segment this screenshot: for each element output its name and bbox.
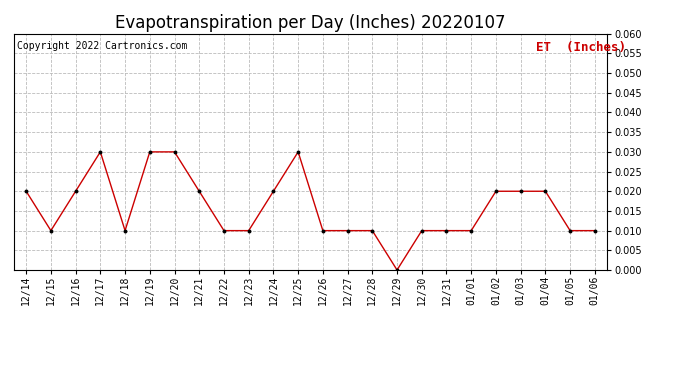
Point [169, 149, 180, 155]
Point [367, 228, 378, 234]
Point [589, 228, 600, 234]
Point [515, 188, 526, 194]
Point [491, 188, 502, 194]
Point [144, 149, 155, 155]
Point [95, 149, 106, 155]
Point [317, 228, 328, 234]
Point [416, 228, 427, 234]
Point [391, 267, 402, 273]
Point [70, 188, 81, 194]
Point [46, 228, 57, 234]
Text: Copyright 2022 Cartronics.com: Copyright 2022 Cartronics.com [17, 41, 187, 51]
Point [466, 228, 477, 234]
Point [21, 188, 32, 194]
Point [441, 228, 452, 234]
Text: ET  (Inches): ET (Inches) [536, 41, 626, 54]
Point [194, 188, 205, 194]
Point [268, 188, 279, 194]
Point [564, 228, 575, 234]
Point [342, 228, 353, 234]
Point [119, 228, 130, 234]
Point [293, 149, 304, 155]
Point [540, 188, 551, 194]
Point [243, 228, 254, 234]
Point [219, 228, 230, 234]
Title: Evapotranspiration per Day (Inches) 20220107: Evapotranspiration per Day (Inches) 2022… [115, 14, 506, 32]
